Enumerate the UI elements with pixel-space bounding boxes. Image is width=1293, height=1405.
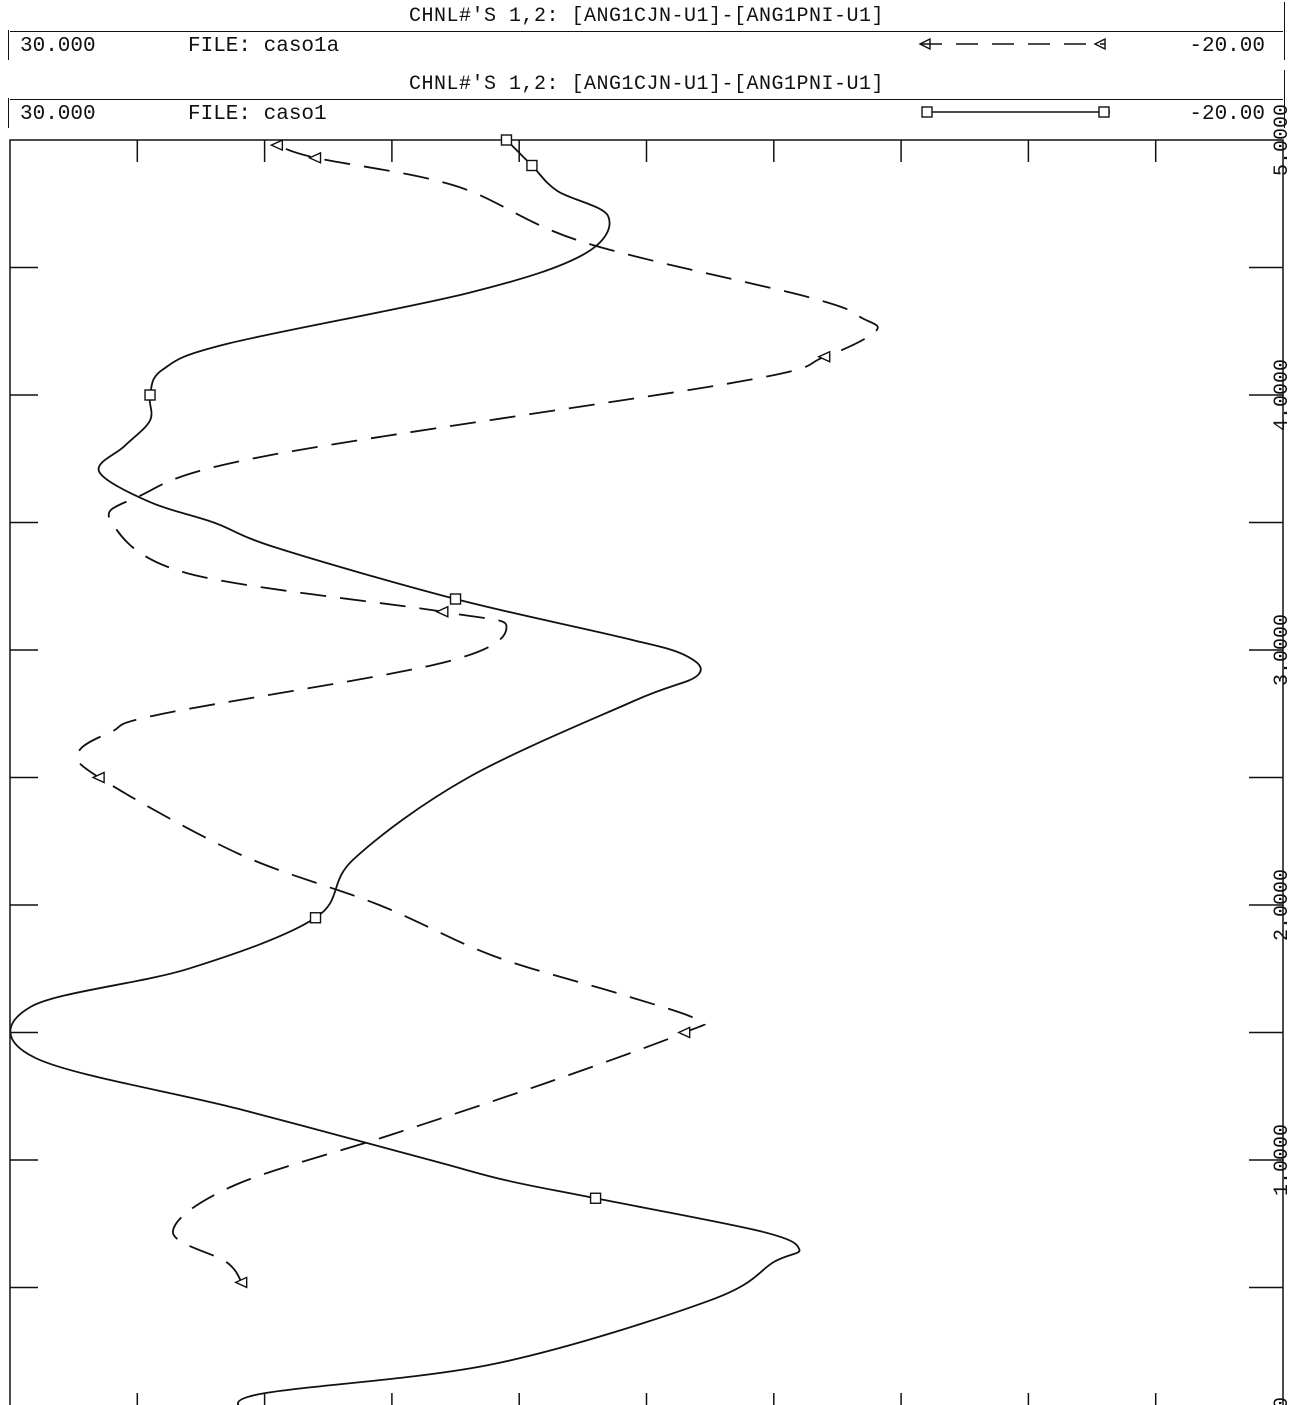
data-point-triangle <box>269 139 284 152</box>
tick-marks <box>10 140 1283 1405</box>
data-point-square <box>526 159 538 172</box>
data-point-square <box>309 912 322 924</box>
axis-max-value: 30.000 <box>20 103 96 126</box>
header-right-border <box>1284 2 1285 60</box>
file-name: FILE: caso1 <box>188 103 327 126</box>
time-tick-label: 1.0000 <box>1271 1124 1293 1196</box>
file-name: FILE: caso1a <box>188 35 340 58</box>
data-point-square <box>500 134 513 146</box>
axis-min-value: -20.00 <box>1189 103 1265 126</box>
channel-title: CHNL#'S 1,2: [ANG1CJN-U1]-[ANG1PNI-U1] <box>408 5 885 28</box>
data-point-triangle <box>91 771 105 784</box>
data-point-square <box>589 1192 602 1204</box>
time-tick-label: 3.0000 <box>1271 614 1293 686</box>
data-point-triangle <box>676 1026 691 1039</box>
header-left-border <box>8 30 9 60</box>
time-tick-label: 0.0 <box>1271 1397 1293 1405</box>
series-solid <box>9 134 801 1405</box>
legend-header-caso1: CHNL#'S 1,2: [ANG1CJN-U1]-[ANG1PNI-U1] 3… <box>8 70 1285 128</box>
solid-line-sample-icon <box>921 106 1110 118</box>
series-dashed <box>76 139 879 1289</box>
axis-min-value: -20.00 <box>1189 35 1265 58</box>
time-tick-label: 5.0000 <box>1271 104 1293 176</box>
time-tick-label: 4.0000 <box>1271 359 1293 431</box>
tick-labels: 0.0 1.0000 2.0000 3.0000 4.0000 5.0000 <box>1271 104 1293 1405</box>
header-left-border <box>8 98 9 128</box>
axis-max-value: 30.000 <box>20 35 96 58</box>
data-point-triangle <box>233 1276 248 1289</box>
series-line <box>9 139 801 1405</box>
data-point-triangle <box>435 605 449 618</box>
channel-title: CHNL#'S 1,2: [ANG1CJN-U1]-[ANG1PNI-U1] <box>408 73 885 96</box>
header-rule <box>10 31 1283 32</box>
dashed-line-sample-icon <box>918 37 1106 51</box>
data-point-square <box>449 593 462 605</box>
data-point-triangle <box>307 151 322 164</box>
legend-header-caso1a: CHNL#'S 1,2: [ANG1CJN-U1]-[ANG1PNI-U1] 3… <box>8 2 1285 60</box>
header-right-border <box>1284 70 1285 128</box>
plot-frame <box>9 139 1284 1405</box>
series-line <box>76 144 879 1283</box>
series-group <box>9 134 879 1405</box>
time-tick-label: 2.0000 <box>1271 869 1293 941</box>
data-point-triangle <box>817 350 831 363</box>
header-rule <box>10 99 1283 100</box>
data-point-square <box>144 389 156 401</box>
